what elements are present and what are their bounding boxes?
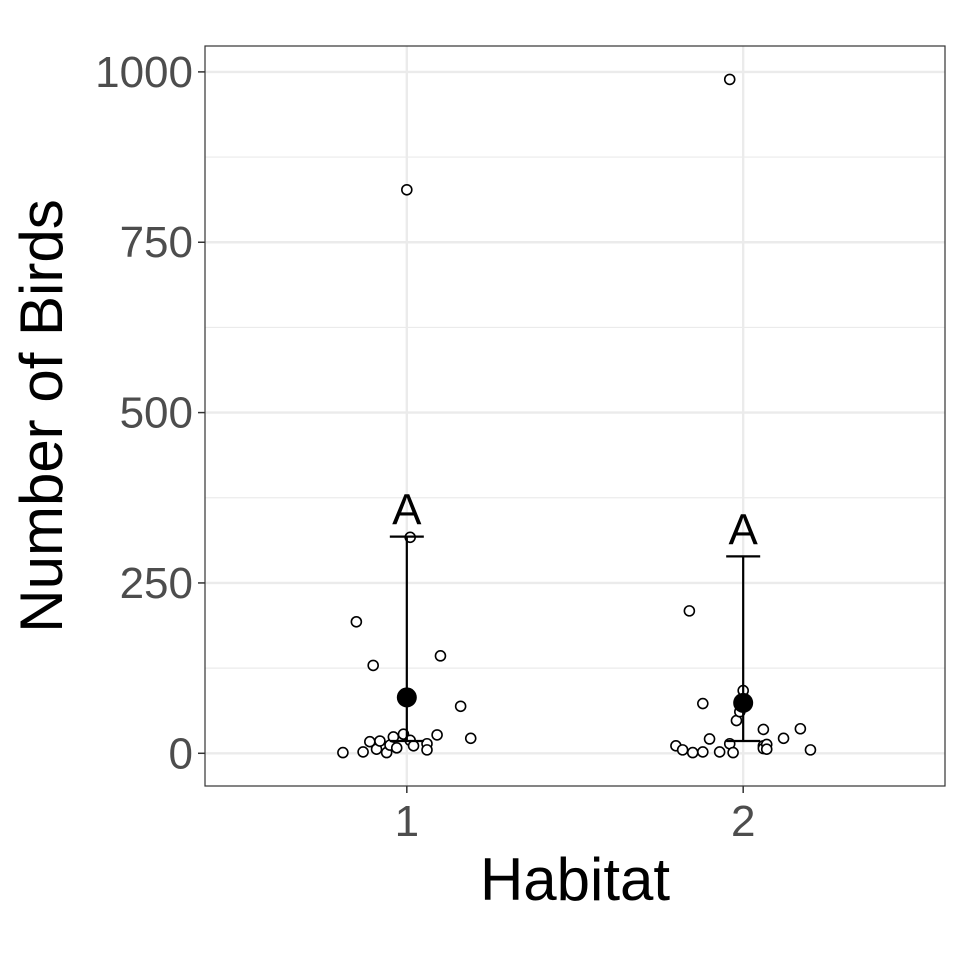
y-axis-title: Number of Birds: [8, 199, 75, 632]
data-point: [804, 744, 817, 756]
mean-point: [733, 692, 754, 713]
y-tick-label: 500: [120, 389, 193, 438]
x-axis-title: Habitat: [480, 846, 670, 913]
data-point: [434, 650, 447, 662]
data-point: [401, 183, 413, 196]
data-point: [777, 732, 790, 745]
data-point: [390, 742, 403, 754]
data-point: [723, 73, 736, 86]
y-tick-label: 1000: [95, 48, 193, 97]
data-point: [757, 723, 770, 736]
data-point: [727, 746, 739, 759]
data-point: [350, 615, 363, 628]
group-letter-label: A: [392, 486, 422, 535]
y-tick-label: 250: [120, 559, 193, 608]
data-point: [367, 659, 379, 672]
data-point: [713, 746, 726, 758]
data-point: [683, 605, 696, 617]
x-tick-label: 1: [395, 797, 419, 846]
y-tick-label: 750: [120, 218, 193, 267]
data-point: [464, 732, 477, 745]
axes: 0 250 500 750 1000 1 2: [95, 48, 755, 846]
data-point: [760, 743, 773, 756]
data-point: [421, 744, 433, 756]
y-tick-label: 0: [169, 729, 193, 778]
x-tick-label: 2: [731, 797, 755, 846]
data-point: [454, 700, 467, 713]
plot-panel: [205, 46, 945, 786]
data-point: [794, 722, 807, 735]
data-point: [697, 746, 709, 758]
data-point: [374, 735, 386, 747]
data-point: [337, 746, 349, 759]
data-point: [431, 729, 443, 741]
data-point: [676, 744, 689, 756]
panel-border: [204, 45, 946, 787]
mean-point: [396, 687, 417, 708]
data-point: [697, 697, 709, 710]
data-point: [407, 739, 420, 752]
group-letter-label: A: [729, 505, 759, 554]
data-point: [357, 746, 369, 758]
data-point: [703, 733, 716, 745]
data-point: [686, 746, 699, 759]
